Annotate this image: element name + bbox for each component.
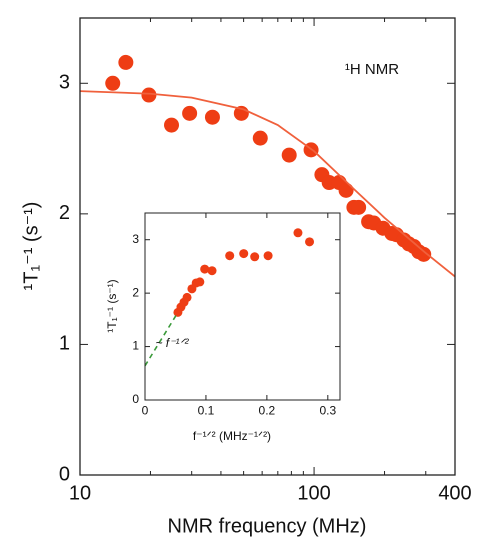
data-point bbox=[252, 130, 268, 146]
x-tick-label: 100 bbox=[297, 482, 330, 504]
data-point bbox=[182, 292, 192, 302]
data-point bbox=[225, 251, 235, 261]
y-tick-label: 3 bbox=[59, 72, 70, 94]
data-point bbox=[338, 182, 354, 198]
plot-frame bbox=[79, 17, 456, 476]
data-point bbox=[105, 75, 121, 91]
data-point bbox=[207, 266, 217, 276]
x-tick-label: 0 bbox=[142, 404, 149, 418]
y-tick-label: 1 bbox=[132, 339, 139, 353]
y-tick-label: 0 bbox=[59, 463, 70, 485]
plot-frame bbox=[144, 212, 341, 401]
y-tick-label: 3 bbox=[132, 232, 139, 246]
x-axis-label: NMR frequency (MHz) bbox=[168, 515, 367, 537]
trend-line bbox=[144, 311, 179, 367]
y-tick-label: 2 bbox=[59, 202, 70, 224]
y-tick-label: 0 bbox=[132, 392, 139, 406]
x-tick-label: 0.3 bbox=[319, 404, 336, 418]
annotation: ~ f⁻¹ᐟ² bbox=[155, 336, 189, 350]
data-point bbox=[141, 87, 157, 103]
data-point bbox=[239, 249, 249, 259]
x-tick-label: 0.2 bbox=[259, 404, 276, 418]
x-axis-label: f⁻¹ᐟ² (MHz⁻¹ᐟ²) bbox=[193, 429, 271, 443]
y-tick-label: 2 bbox=[132, 285, 139, 299]
data-point bbox=[263, 251, 273, 261]
x-tick-label: 400 bbox=[438, 482, 471, 504]
data-point bbox=[200, 264, 210, 274]
data-point bbox=[351, 199, 367, 215]
x-tick-label: 10 bbox=[69, 482, 91, 504]
data-point bbox=[293, 228, 303, 238]
data-point bbox=[118, 54, 134, 70]
data-point bbox=[305, 237, 315, 247]
data-point bbox=[182, 105, 198, 121]
data-point bbox=[250, 252, 260, 262]
data-point bbox=[281, 147, 297, 163]
data-point bbox=[416, 246, 432, 262]
data-point bbox=[195, 277, 205, 287]
y-axis-label: ¹T₁⁻¹ (s⁻¹) bbox=[20, 202, 42, 291]
y-axis-label: ¹T₁⁻¹ (s⁻¹) bbox=[105, 279, 119, 332]
y-tick-label: 1 bbox=[59, 333, 70, 355]
fit-line bbox=[79, 90, 456, 278]
data-point bbox=[164, 117, 180, 133]
annotation: ¹H NMR bbox=[345, 61, 399, 78]
x-tick-label: 0.1 bbox=[198, 404, 215, 418]
data-point bbox=[204, 109, 220, 125]
